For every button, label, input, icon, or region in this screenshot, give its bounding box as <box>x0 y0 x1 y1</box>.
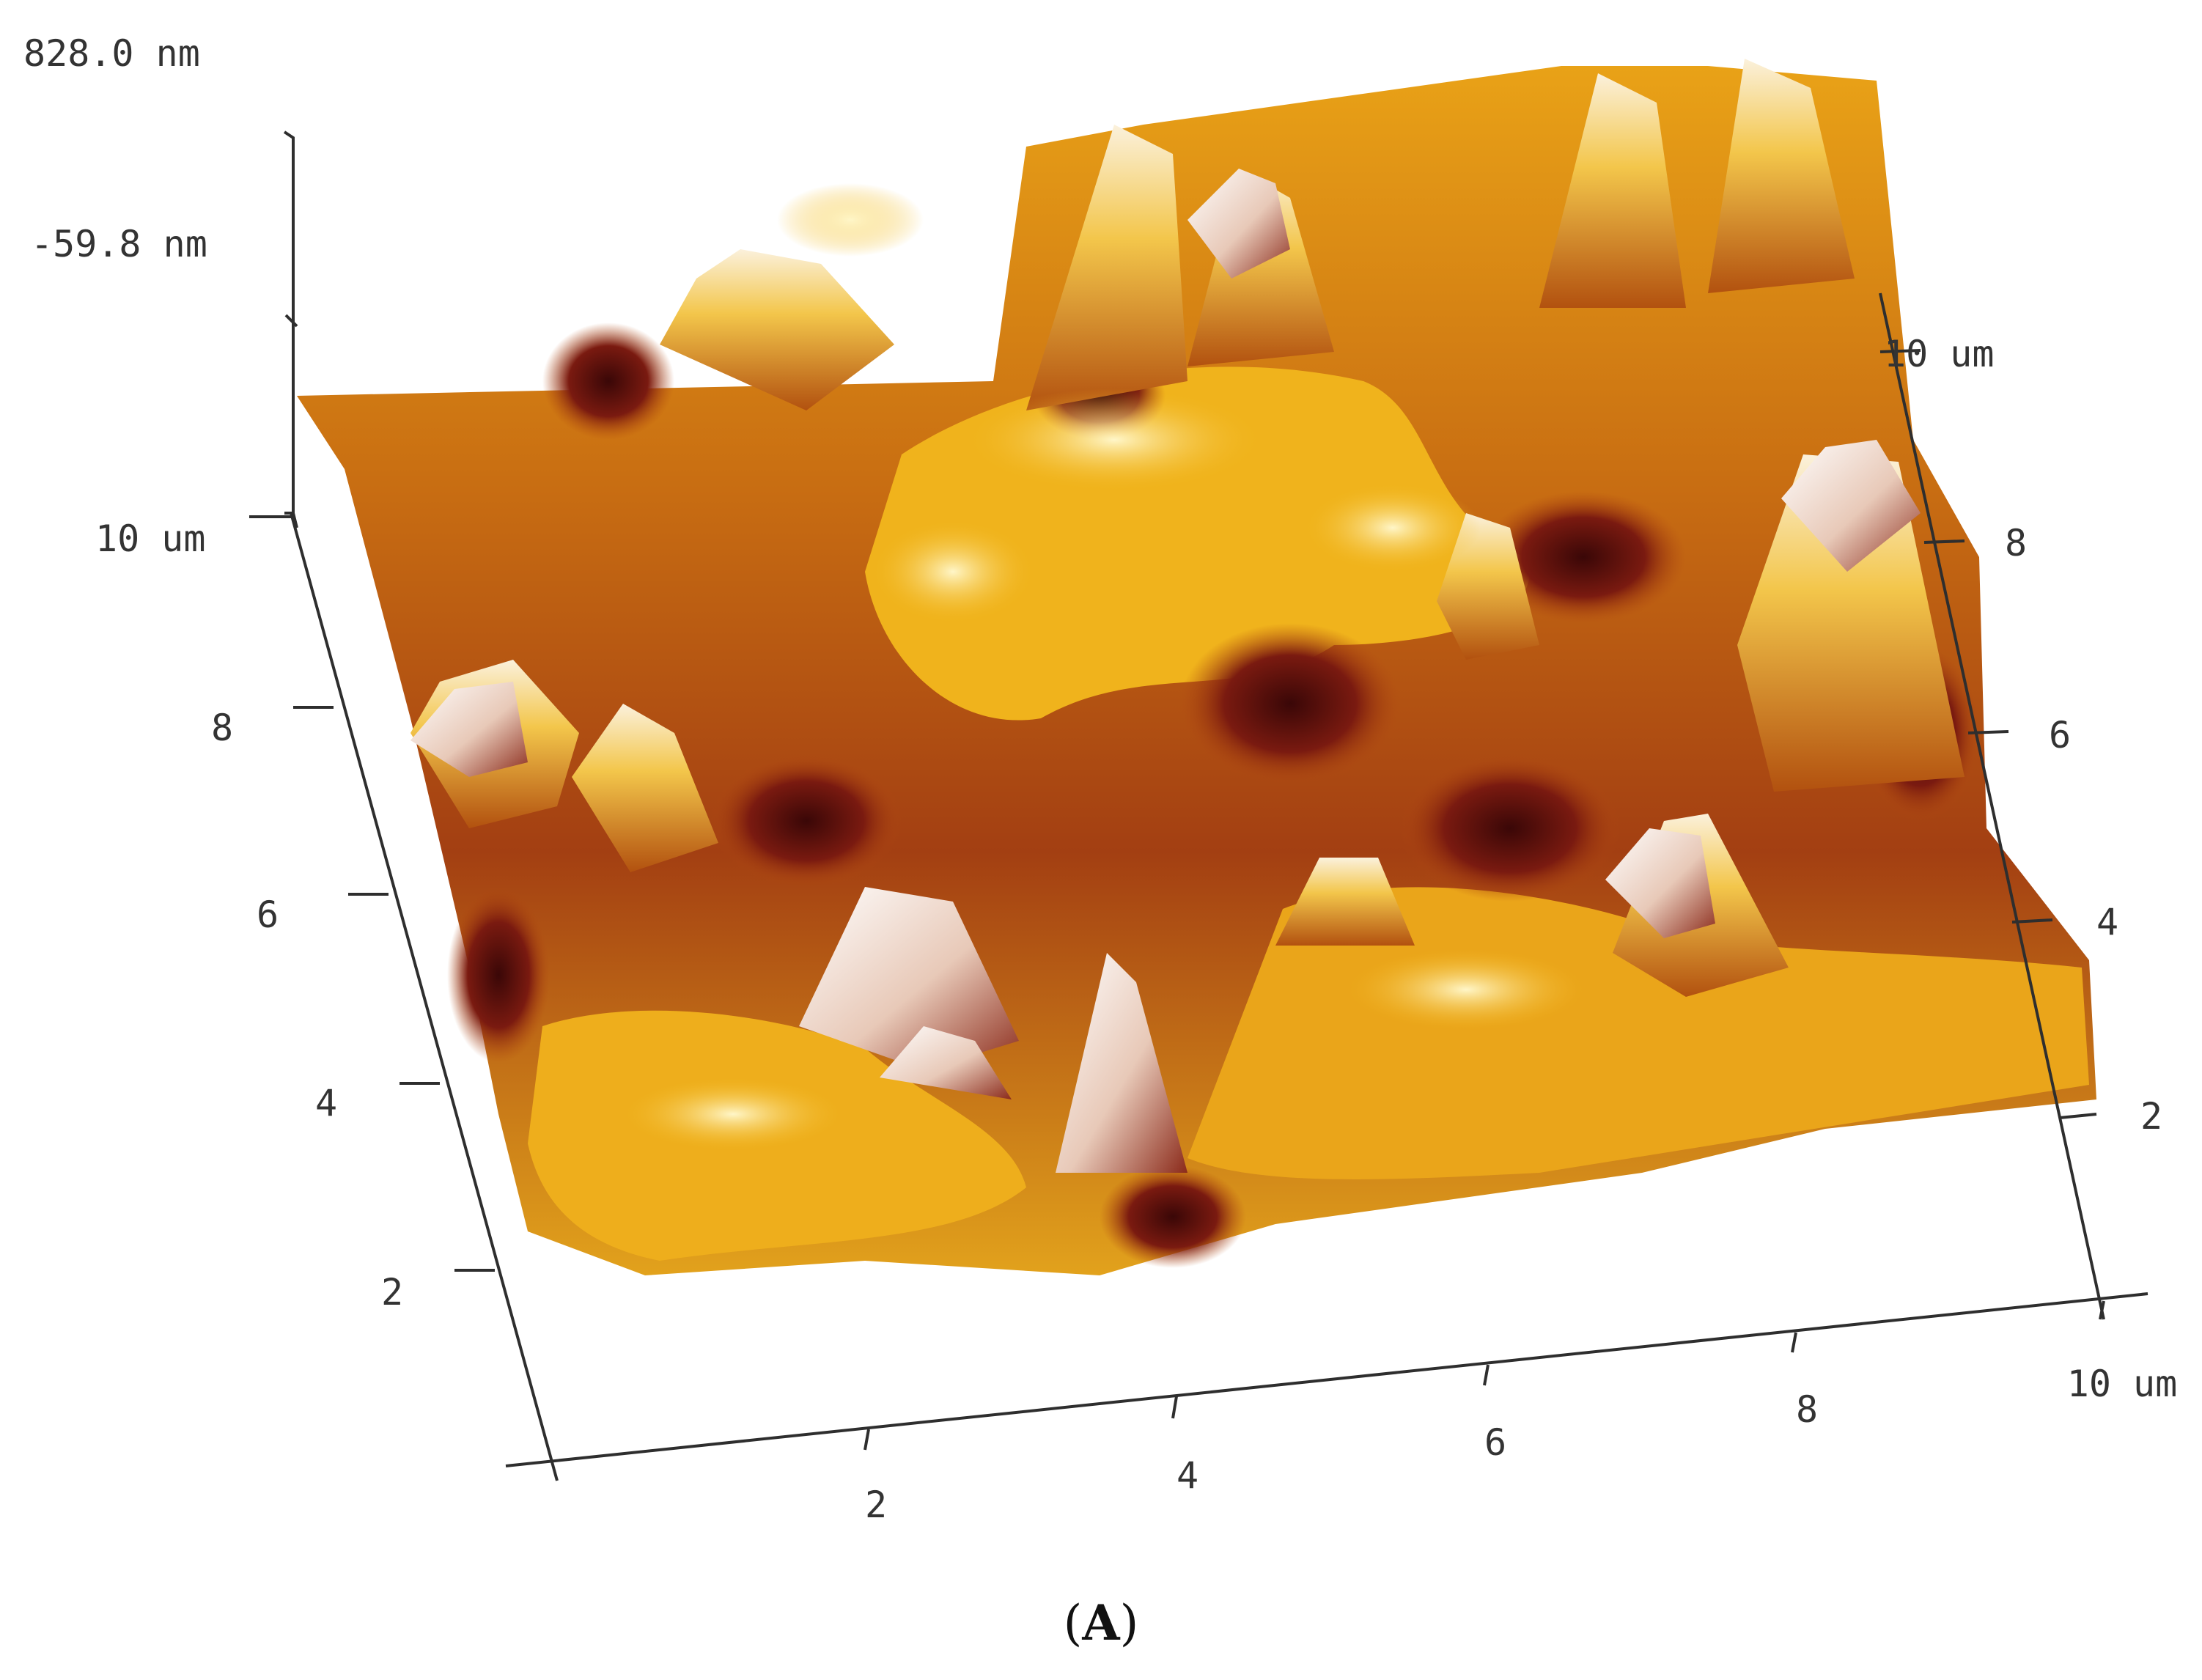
surface-peak-white <box>1605 828 1715 938</box>
caption-close-paren: ) <box>1119 1595 1139 1651</box>
left-axis-tick-label: 10 um <box>95 517 206 560</box>
right-axis-tick-label: 2 <box>2140 1095 2162 1138</box>
bottom-axis-tick-label: 8 <box>1796 1388 1818 1431</box>
right-axis-ticks: 2 4 6 8 10 um <box>1879 333 2162 1138</box>
bottom-axis-tick-label: 10 um <box>2067 1363 2178 1405</box>
bottom-axis-tick <box>1171 1396 1178 1419</box>
left-axis-ticks: 2 4 6 8 10 um <box>95 515 495 1314</box>
left-axis-line <box>290 512 559 1481</box>
right-axis-tick-label: 8 <box>2005 522 2027 564</box>
bottom-axis-tick <box>1483 1364 1490 1386</box>
surface-peak-white <box>880 1026 1012 1099</box>
surface-highlight <box>1305 484 1481 572</box>
left-axis-tick-label: 4 <box>315 1082 337 1124</box>
right-axis-tick-label: 4 <box>2096 901 2118 943</box>
right-axis-tick <box>1967 730 2009 734</box>
right-axis-tick <box>2059 1113 2097 1119</box>
right-axis-tick <box>1879 349 1921 353</box>
surface-pit <box>1100 1165 1246 1268</box>
bottom-axis-tick <box>2099 1300 2105 1320</box>
right-axis-tick <box>1923 539 1965 544</box>
right-axis-line <box>1879 292 2105 1320</box>
surface-peak-white <box>1187 169 1290 279</box>
caption-letter: A <box>1082 1594 1120 1651</box>
surface-highlight <box>872 520 1034 623</box>
surface-peak <box>1737 454 1965 792</box>
surface-peak <box>1026 125 1187 410</box>
surface-pit <box>1481 491 1686 623</box>
caption-open-paren: ( <box>1063 1595 1083 1651</box>
surface-peak <box>572 704 718 872</box>
figure-caption: (A) <box>0 1594 2202 1651</box>
right-axis-tick <box>2011 918 2053 924</box>
bottom-axis-line <box>505 1292 2148 1467</box>
right-axis-tick-label: 6 <box>2049 714 2071 756</box>
surface-peak <box>1539 73 1686 308</box>
bottom-axis-tick <box>864 1429 870 1451</box>
surface-pit <box>1400 755 1620 902</box>
axes: 828.0 nm -59.8 nm 2 4 6 8 10 um 2 4 6 8 10 um 2 4… <box>23 32 2177 1526</box>
z-axis-max-label: 828.0 nm <box>23 32 200 75</box>
left-axis-tick-label: 8 <box>211 707 233 749</box>
surface-pit <box>542 323 674 440</box>
surface-peak <box>1275 858 1415 946</box>
bottom-axis-tick <box>1791 1332 1797 1353</box>
bottom-axis-tick-label: 4 <box>1177 1454 1198 1497</box>
surface-peak-white <box>799 887 1019 1070</box>
z-axis-mid-label: -59.8 nm <box>31 223 207 265</box>
surface-highlight <box>968 388 1261 491</box>
left-axis-tick-label: 2 <box>381 1271 403 1314</box>
right-axis-tick-label: 10 um <box>1884 333 1995 375</box>
surface-pit <box>447 887 550 1063</box>
surface-highlight <box>777 183 924 257</box>
surface-peak <box>1187 169 1334 366</box>
surface-peak <box>1708 59 1855 293</box>
surface-peak-white <box>410 682 528 777</box>
surface-highlight <box>623 1077 843 1151</box>
bottom-axis-ticks: 2 4 6 8 10 um <box>864 1300 2178 1526</box>
surface-peak-white <box>1056 953 1187 1173</box>
afm-surface <box>297 59 2096 1275</box>
bottom-axis-tick-label: 2 <box>865 1484 887 1526</box>
bottom-axis-tick-label: 6 <box>1484 1421 1506 1464</box>
surface-pit <box>711 755 902 887</box>
surface-pit <box>1180 623 1400 784</box>
z-axis-line <box>283 130 298 528</box>
surface-peak <box>660 249 894 410</box>
z-axis-tick <box>284 314 298 328</box>
surface-peak-white <box>1781 440 1921 572</box>
surface-highlight <box>1349 949 1583 1030</box>
left-axis-tick-label: 6 <box>257 894 279 936</box>
